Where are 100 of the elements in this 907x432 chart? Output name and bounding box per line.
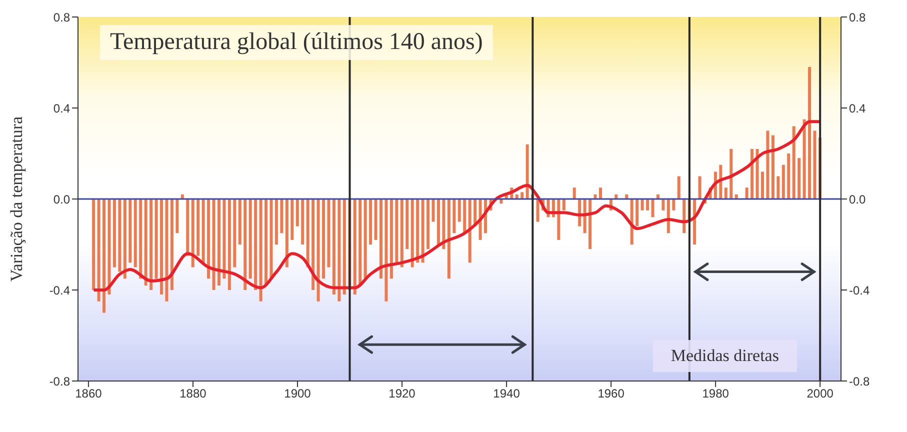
bar	[228, 199, 231, 290]
bar	[771, 135, 774, 199]
x-tick-label: 1960	[598, 386, 625, 401]
bar	[463, 199, 466, 234]
bar	[458, 199, 461, 222]
bar	[285, 199, 288, 268]
bar	[426, 199, 430, 250]
bar	[416, 199, 420, 263]
bar	[170, 199, 174, 290]
bar	[128, 199, 132, 263]
bar	[176, 199, 179, 234]
bar	[118, 199, 122, 272]
bar	[280, 199, 284, 234]
bar	[672, 199, 676, 210]
bar	[588, 199, 592, 250]
bar	[724, 188, 728, 199]
bar	[792, 126, 796, 199]
bar	[802, 119, 806, 199]
bar	[222, 199, 226, 279]
bar	[640, 199, 644, 210]
bar	[698, 176, 702, 199]
x-tick-label: 2000	[806, 386, 834, 401]
bar	[452, 199, 456, 234]
bar	[421, 199, 424, 263]
bar	[390, 199, 393, 279]
y2-tick-label: 0.0	[849, 192, 866, 206]
bar	[808, 67, 812, 199]
bar	[254, 199, 258, 290]
bar	[646, 199, 650, 210]
bar	[112, 199, 116, 268]
x-tick-label: 1980	[702, 386, 730, 401]
bar	[410, 199, 414, 268]
bar	[207, 199, 210, 279]
bar	[165, 199, 168, 302]
bar	[787, 154, 790, 199]
bar	[572, 188, 576, 199]
y2-tick-label: 0.8	[849, 10, 866, 24]
y2-tick-label: -0.4	[849, 283, 870, 298]
text: Temperatura global (últimos 140 anos)	[100, 25, 493, 60]
bar	[782, 164, 785, 199]
bar	[301, 199, 304, 244]
bar	[468, 199, 472, 263]
bar	[369, 199, 372, 244]
bar	[636, 199, 639, 226]
bar	[745, 188, 748, 199]
bar	[662, 199, 665, 210]
bar	[139, 199, 142, 279]
bar	[332, 199, 336, 295]
x-tick-label: 1880	[180, 386, 207, 401]
bar	[379, 199, 382, 279]
bar	[212, 199, 216, 290]
bar	[520, 192, 524, 199]
bar	[353, 199, 356, 295]
bar	[338, 199, 341, 302]
bar	[776, 176, 780, 199]
bar	[244, 199, 247, 290]
bar	[436, 199, 440, 244]
y-tick-label: -0.8	[49, 374, 70, 388]
bar	[296, 199, 299, 226]
bar	[191, 199, 194, 268]
bar	[756, 148, 759, 199]
bar	[316, 199, 320, 302]
annotation: Medidas diretas	[652, 340, 797, 372]
bar	[238, 199, 242, 244]
bar	[557, 199, 560, 240]
bar	[384, 199, 388, 302]
bar	[123, 199, 126, 279]
bar	[651, 199, 654, 218]
bar	[536, 199, 540, 222]
bar	[677, 176, 680, 199]
bar	[766, 130, 770, 199]
bar	[233, 199, 236, 268]
bar	[264, 199, 268, 286]
y-tick-label: 0.0	[53, 192, 70, 206]
y-tick-label: 0.4	[53, 101, 70, 116]
bar	[312, 199, 315, 290]
bar	[134, 199, 137, 268]
y2-tick-label: -0.8	[849, 374, 870, 388]
bar	[202, 199, 205, 263]
bar	[447, 199, 450, 279]
bar	[395, 199, 398, 263]
bar	[598, 188, 602, 199]
bar	[322, 199, 326, 279]
bar	[270, 199, 273, 279]
bar	[150, 199, 153, 290]
bar	[400, 199, 404, 268]
x-tick-label: 1920	[388, 386, 416, 401]
bar	[813, 130, 816, 199]
line-series	[92, 120, 822, 292]
bar	[196, 199, 200, 256]
bar	[526, 144, 529, 199]
y-axis-title: Variação da temperatura	[7, 116, 26, 282]
bar	[730, 148, 733, 199]
bar	[364, 199, 367, 279]
bar	[342, 199, 346, 295]
y-tick-label: -0.4	[49, 283, 70, 298]
bar	[144, 199, 148, 286]
x-tick-label: 1860	[75, 386, 102, 401]
bar	[750, 148, 754, 199]
bar	[108, 199, 111, 295]
